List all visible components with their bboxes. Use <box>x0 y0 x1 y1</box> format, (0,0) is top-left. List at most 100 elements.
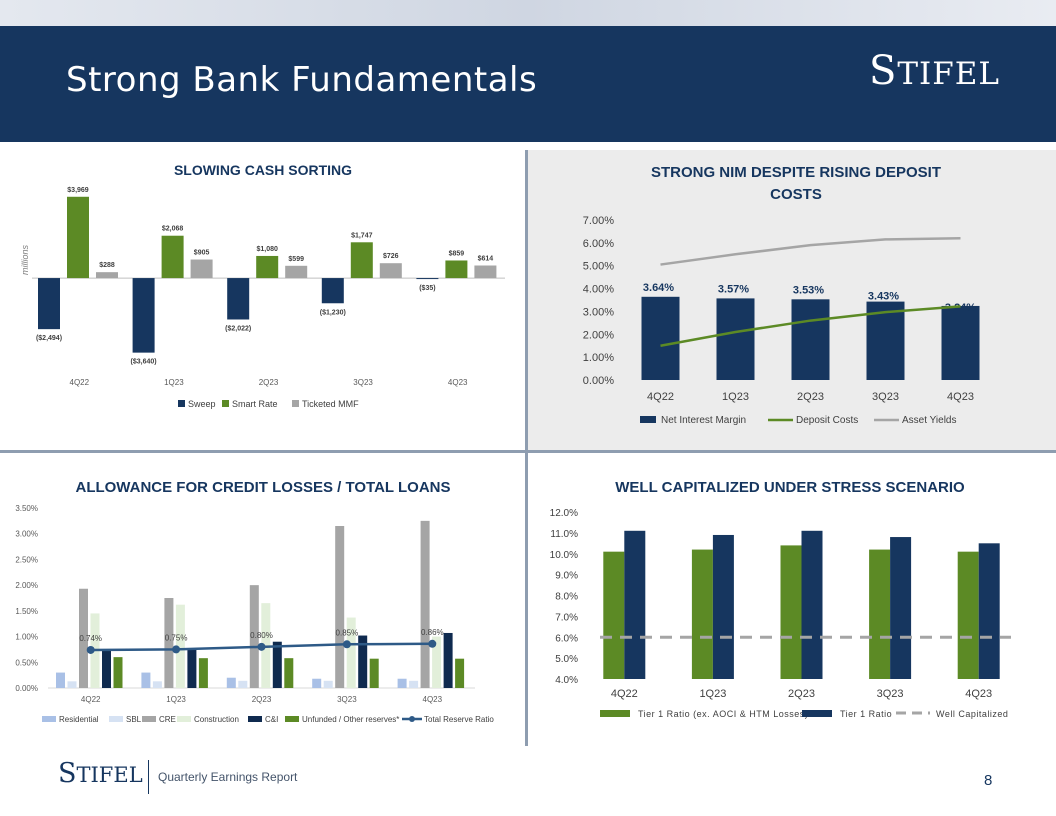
bar-cre <box>420 520 430 688</box>
data-label: $599 <box>288 256 304 263</box>
x-tick-label: 1Q23 <box>699 688 726 700</box>
legend-label: Deposit Costs <box>796 415 858 426</box>
legend-swatch <box>142 716 156 722</box>
x-tick-label: 4Q23 <box>965 688 992 700</box>
bar-sbl <box>323 680 333 688</box>
legend-swatch <box>222 400 229 407</box>
x-tick-label: 3Q23 <box>877 688 904 700</box>
bar-net-interest-margin <box>791 299 830 380</box>
panel-nim: STRONG NIM DESPITE RISING DEPOSIT COSTS 0.… <box>528 150 1056 450</box>
x-tick-label: 2Q23 <box>797 391 824 403</box>
data-label: ($2,022) <box>225 325 251 332</box>
legend-label: Ticketed MMF <box>302 399 359 409</box>
marker-total-reserve-ratio <box>342 640 351 649</box>
y-tick-label: 0.00% <box>15 684 38 693</box>
y-tick-label: 7.00% <box>583 215 614 227</box>
bar-ticketed-mmf <box>474 265 497 279</box>
bar-construction <box>432 636 442 688</box>
x-tick-label: 4Q22 <box>70 378 90 387</box>
x-tick-label: 2Q23 <box>259 378 279 387</box>
footer-text: Quarterly Earnings Report <box>158 770 298 784</box>
logo-initial: S <box>868 48 898 94</box>
logo-rest: TIFEL <box>897 56 1000 92</box>
x-tick-label: 1Q23 <box>722 391 749 403</box>
y-tick-label: 1.50% <box>15 607 38 616</box>
x-tick-label: 3Q23 <box>872 391 899 403</box>
data-label: $726 <box>383 253 399 260</box>
chart-title: ALLOWANCE FOR CREDIT LOSSES / TOTAL LOAN… <box>75 479 450 496</box>
legend-label: Total Reserve Ratio <box>424 715 494 724</box>
x-tick-label: 4Q22 <box>81 695 101 704</box>
bar-tier1-ex-aoci <box>780 545 802 679</box>
y-tick-label: 1.00% <box>583 352 614 364</box>
bar-residential <box>141 672 151 688</box>
legend-swatch <box>640 416 656 423</box>
bar-unfunded-other-reserves- <box>113 657 123 688</box>
data-label: ($2,494) <box>36 335 62 342</box>
footer-logo-rest: TIFEL <box>76 763 143 787</box>
horizontal-divider-left <box>0 450 525 453</box>
x-tick-label: 4Q22 <box>611 688 638 700</box>
y-tick-label: 6.0% <box>555 633 578 644</box>
bar-tier1-ex-aoci <box>603 551 625 679</box>
bar-ticketed-mmf <box>379 263 402 279</box>
y-tick-label: 1.00% <box>15 633 38 642</box>
bar-sbl <box>152 681 162 688</box>
bar-net-interest-margin <box>716 298 755 380</box>
top-banner-strip <box>0 0 1056 26</box>
bar-ticketed-mmf <box>96 272 118 279</box>
legend-label: Well Capitalized <box>936 709 1008 719</box>
y-tick-label: 0.00% <box>583 375 614 387</box>
x-tick-label: 2Q23 <box>788 688 815 700</box>
data-label: 0.74% <box>79 634 102 643</box>
chart-title: SLOWING CASH SORTING <box>174 162 352 178</box>
legend-label: CRE <box>159 715 176 724</box>
bar-unfunded-other-reserves- <box>198 658 208 688</box>
bar-sbl <box>67 681 77 688</box>
data-label: 0.86% <box>421 628 444 637</box>
bar-tier1-ex-aoci <box>691 549 713 679</box>
y-tick-label: 0.50% <box>15 658 38 667</box>
bar-tier1-ratio <box>712 534 734 679</box>
y-tick-label: 6.00% <box>583 238 614 250</box>
bar-unfunded-other-reserves- <box>369 658 379 688</box>
y-tick-label: 2.00% <box>583 329 614 341</box>
vertical-divider <box>525 150 528 746</box>
legend-label: Smart Rate <box>232 399 278 409</box>
y-tick-label: 9.0% <box>555 571 578 582</box>
legend-swatch <box>292 400 299 407</box>
x-tick-label: 3Q23 <box>337 695 357 704</box>
legend-label: Unfunded / Other reserves* <box>302 715 399 724</box>
legend-label: Net Interest Margin <box>661 415 746 426</box>
data-label: $288 <box>99 262 115 269</box>
legend-label: Asset Yields <box>902 415 956 426</box>
bar-c-i <box>187 649 197 688</box>
data-label: 3.53% <box>793 284 824 296</box>
chart-acl: ALLOWANCE FOR CREDIT LOSSES / TOTAL LOAN… <box>15 479 494 724</box>
y-axis-label: millions <box>20 245 30 276</box>
legend-swatch <box>178 400 185 407</box>
bar-unfunded-other-reserves- <box>284 658 294 688</box>
chart-title-line2: COSTS <box>770 186 822 203</box>
data-label: 0.80% <box>250 631 273 640</box>
bar-unfunded-other-reserves- <box>455 658 465 688</box>
legend-label: SBL <box>126 715 142 724</box>
x-tick-label: 4Q23 <box>947 391 974 403</box>
bar-tier1-ex-aoci <box>869 549 891 679</box>
y-tick-label: 5.00% <box>583 261 614 273</box>
data-label: ($1,230) <box>320 309 346 316</box>
x-tick-label: 4Q23 <box>448 378 468 387</box>
legend-label: Sweep <box>188 399 216 409</box>
bar-tier1-ex-aoci <box>957 551 979 679</box>
line-asset-yields <box>660 237 961 266</box>
data-label: ($3,640) <box>131 359 157 366</box>
data-label: 3.43% <box>868 291 899 303</box>
bar-tier1-ratio <box>624 530 646 679</box>
bar-cre <box>335 526 345 688</box>
legend-swatch <box>177 716 191 722</box>
legend-swatch <box>600 710 630 717</box>
horizontal-divider-right <box>528 450 1056 453</box>
data-label: $1,080 <box>256 246 278 253</box>
bar-residential <box>226 677 236 688</box>
data-label: 0.85% <box>336 628 359 637</box>
